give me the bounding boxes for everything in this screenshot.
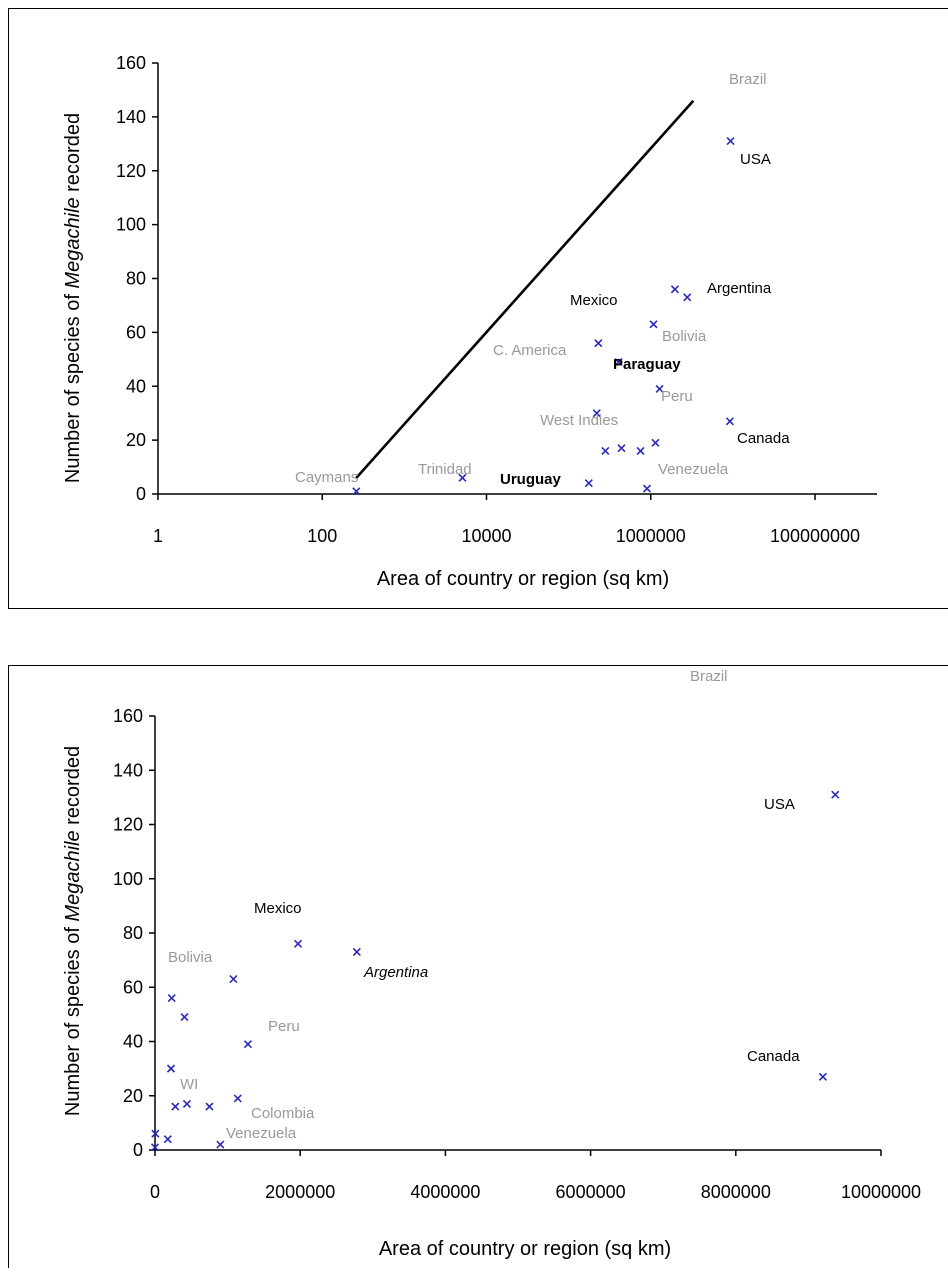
y-tick-label: 40 [126,376,146,396]
y-tick-label: 20 [126,430,146,450]
data-point [217,1141,224,1148]
point-label: Argentina [707,280,772,297]
point-label: Mexico [570,292,618,309]
data-point [637,447,644,454]
point-label: Canada [747,1048,800,1065]
x-tick-label: 2000000 [265,1182,335,1202]
point-label: Colombia [251,1105,315,1122]
point-label: Trinidad [418,461,472,478]
point-label: Caymans [295,469,358,486]
data-point [168,995,175,1002]
data-point [172,1103,179,1110]
y-tick-label: 100 [116,215,146,235]
data-point [295,940,302,947]
point-label: Venezuela [226,1125,297,1142]
x-tick-label: 1000000 [616,526,686,546]
data-point [206,1103,213,1110]
x-tick-label: 6000000 [556,1182,626,1202]
point-label: USA [764,796,795,813]
data-point [230,976,237,983]
data-point [164,1136,171,1143]
x-tick-label: 10000000 [841,1182,921,1202]
point-label: Argentina [363,964,428,981]
x-tick-label: 10000 [461,526,511,546]
data-point [353,948,360,955]
plot-area: 0 20 40 60 80 100 120 140 160 0 2000000 4000000 6000… [113,668,921,1202]
point-label: Bolivia [662,328,707,345]
linear-area-chart: 0 20 40 60 80 100 120 140 160 0 2000000 4000000 6000… [9,666,948,1269]
x-tick-label: 100000000 [770,526,860,546]
y-tick-label: 20 [123,1086,143,1106]
y-tick-label: 100 [113,869,143,889]
data-point [819,1073,826,1080]
point-label: USA [740,151,771,168]
data-point [585,480,592,487]
chart-frame [9,9,948,609]
data-point [167,1065,174,1072]
point-label: Brazil [729,71,767,88]
y-tick-label: 40 [123,1032,143,1052]
data-point [652,439,659,446]
x-axis-title: Area of country or region (sq km) [379,1238,671,1260]
log-area-chart: 0 20 40 60 80 100 120 140 160 1 100 10000 1000000 100… [9,9,948,609]
y-tick-label: 0 [133,1140,143,1160]
data-point [595,340,602,347]
point-label: Venezuela [658,461,729,478]
point-label: Uruguay [500,471,562,488]
data-point [650,321,657,328]
data-point [671,286,678,293]
y-tick-label: 160 [113,706,143,726]
data-point [618,445,625,452]
y-axis-title: Number of species of Megachile recorded [62,113,84,483]
x-tick-label: 4000000 [410,1182,480,1202]
data-point [684,294,691,301]
y-tick-label: 0 [136,484,146,504]
point-label: Brazil [690,668,728,685]
point-label: Mexico [254,900,302,917]
trend-line [356,101,693,478]
x-tick-label: 0 [150,1182,160,1202]
data-point [183,1100,190,1107]
data-point [727,138,734,145]
x-tick-label: 8000000 [701,1182,771,1202]
point-label: Paraguay [613,356,681,373]
point-label: Canada [737,430,790,447]
data-point [726,418,733,425]
chart-frame [9,666,948,1269]
y-tick-label: 140 [113,760,143,780]
data-point [832,791,839,798]
y-tick-label: 60 [126,322,146,342]
point-label: Peru [268,1018,300,1035]
y-tick-label: 120 [116,161,146,181]
plot-area: 0 20 40 60 80 100 120 140 160 1 100 10000 1000000 100… [116,53,877,546]
x-axis-title: Area of country or region (sq km) [377,568,669,590]
data-point [602,447,609,454]
y-tick-label: 140 [116,107,146,127]
y-tick-label: 60 [123,977,143,997]
point-label: C. America [493,342,567,359]
data-point [181,1014,188,1021]
data-point [244,1041,251,1048]
y-tick-label: 80 [126,269,146,289]
data-point [234,1095,241,1102]
point-label: WI [180,1076,198,1093]
y-tick-label: 160 [116,53,146,73]
point-label: West Indies [540,412,618,429]
x-tick-label: 100 [307,526,337,546]
y-tick-label: 120 [113,815,143,835]
y-axis-title: Number of species of Megachile recorded [62,746,84,1116]
data-point [643,485,650,492]
x-tick-label: 1 [153,526,163,546]
point-label: Bolivia [168,949,213,966]
y-tick-label: 80 [123,923,143,943]
point-label: Peru [661,388,693,405]
